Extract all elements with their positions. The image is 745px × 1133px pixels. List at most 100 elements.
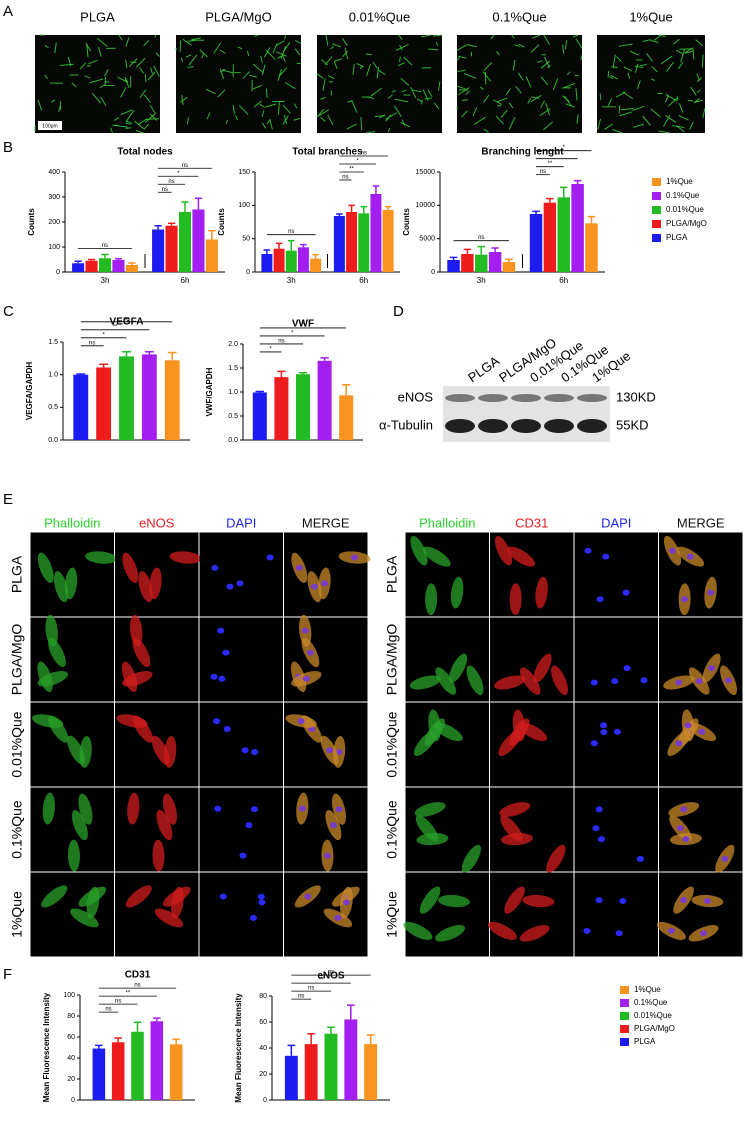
network-strand [432,34,443,37]
bar [370,194,382,272]
y-tick-label: 0 [246,269,250,276]
network-strand [333,60,338,69]
network-strand [400,77,410,86]
network-strand [508,102,514,109]
network-strand [239,105,249,115]
nucleus [257,893,265,900]
network-strand [539,108,551,116]
network-strand [394,98,409,103]
network-strand [225,119,228,125]
panel-letter: B [3,139,13,156]
nucleus [707,589,715,596]
network-strand [134,120,145,130]
network-strand [284,34,286,40]
cell [494,535,513,566]
cell [116,714,148,728]
panel-letter: D [393,303,404,320]
y-tick-label: 150 [238,169,250,176]
network-strand [690,86,697,96]
network-strand [327,114,334,126]
network-strand [51,99,56,103]
network-strand [456,44,468,51]
bar [150,1021,164,1100]
network-strand [692,47,695,60]
nucleus [595,897,603,904]
micrograph [574,872,658,957]
error-bar [348,204,355,212]
cell [466,665,484,696]
y-tick-label: 60 [67,1034,75,1041]
legend-swatch [620,999,629,1007]
bar [529,214,543,272]
y-tick-label: 100 [48,244,60,251]
error-bar [153,1017,161,1022]
network-strand [139,67,145,74]
nucleus [675,679,683,686]
network-strand [110,127,114,133]
nucleus [590,679,598,686]
y-tick-label: 400 [48,169,60,176]
band [445,394,475,402]
network-strand [365,131,376,134]
row-label: 0.01%Que [384,711,400,777]
cell [138,571,153,603]
significance-label: ns [134,983,140,989]
network-strand [500,109,508,118]
cell [71,809,88,841]
network-strand [222,69,234,74]
micrograph [317,35,442,133]
nucleus [301,627,309,634]
network-strand [467,44,477,48]
micrograph [176,35,301,133]
error-bar [287,239,295,251]
y-axis-label: Counts [217,208,226,236]
network-strand [149,104,156,114]
network-strand [217,89,226,98]
significance-label: ns [540,169,546,175]
bar [252,392,267,440]
band [478,394,508,402]
cell [435,925,466,942]
network-strand [496,97,508,103]
bar [295,374,311,440]
row-label: 0.1%Que [9,800,25,859]
y-tick-label: 0 [71,1097,75,1104]
network-strand [397,62,405,67]
error-bar [532,210,540,214]
error-bar [384,205,392,210]
network-strand [527,98,532,104]
nucleus [725,677,733,684]
significance-label: ns [288,229,294,235]
network-strand [37,99,43,111]
error-bar [133,1021,142,1032]
band-size: 55KD [616,417,649,432]
cell [85,551,117,564]
network-strand [143,123,150,130]
y-axis-label: Mean Fluorescence Intensity [234,993,243,1103]
legend-label: 0.01%Que [666,205,704,214]
band [445,419,475,433]
network-strand [120,109,133,116]
cell [53,571,69,603]
significance-label: * [177,171,180,177]
legend-label: PLGA [666,233,688,242]
network-strand [517,72,524,81]
network-strand [283,41,291,52]
cell [410,535,428,566]
nucleus [250,806,258,813]
bar [192,209,205,272]
nucleus [249,914,257,921]
nucleus [236,580,244,587]
network-strand [665,61,675,73]
cell [546,844,566,874]
micrograph [659,872,743,957]
network-strand [435,41,439,47]
error-bar [181,201,189,212]
cell [413,730,437,757]
network-strand [181,95,184,105]
network-strand [646,52,653,62]
network-strand [347,100,352,103]
cell [419,886,441,914]
network-strand [411,89,422,93]
significance-label: ns [105,1007,111,1013]
